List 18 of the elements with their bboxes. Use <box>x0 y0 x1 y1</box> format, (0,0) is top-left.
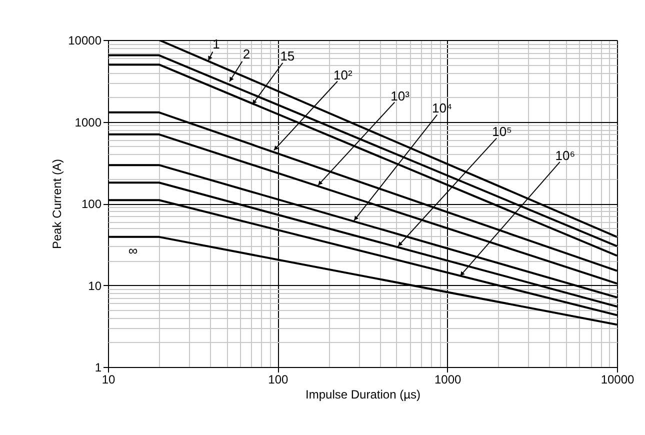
x-axis-title: Impulse Duration (µs) <box>306 388 420 402</box>
annotation: 2 <box>242 46 250 62</box>
x-tick-label: 100 <box>268 372 288 386</box>
annotation: 10⁵ <box>492 124 512 140</box>
annotation: 10⁶ <box>555 148 576 163</box>
x-tick-label: 10000 <box>600 372 635 386</box>
x-tick-label: 10 <box>102 372 116 386</box>
annotation: 15 <box>280 48 295 64</box>
annotation: 10² <box>333 67 353 82</box>
y-tick-label: 10000 <box>68 34 102 48</box>
annotation: 10³ <box>390 88 410 104</box>
x-tick-label: 1000 <box>434 372 462 386</box>
series-label: ∞ <box>128 242 138 258</box>
y-axis-title: Peak Current (A) <box>50 158 64 250</box>
y-tick-label: 1000 <box>74 115 102 130</box>
y-tick-label: 1 <box>94 360 102 374</box>
y-tick-label: 10 <box>88 278 102 293</box>
y-tick-label: 100 <box>81 197 102 211</box>
